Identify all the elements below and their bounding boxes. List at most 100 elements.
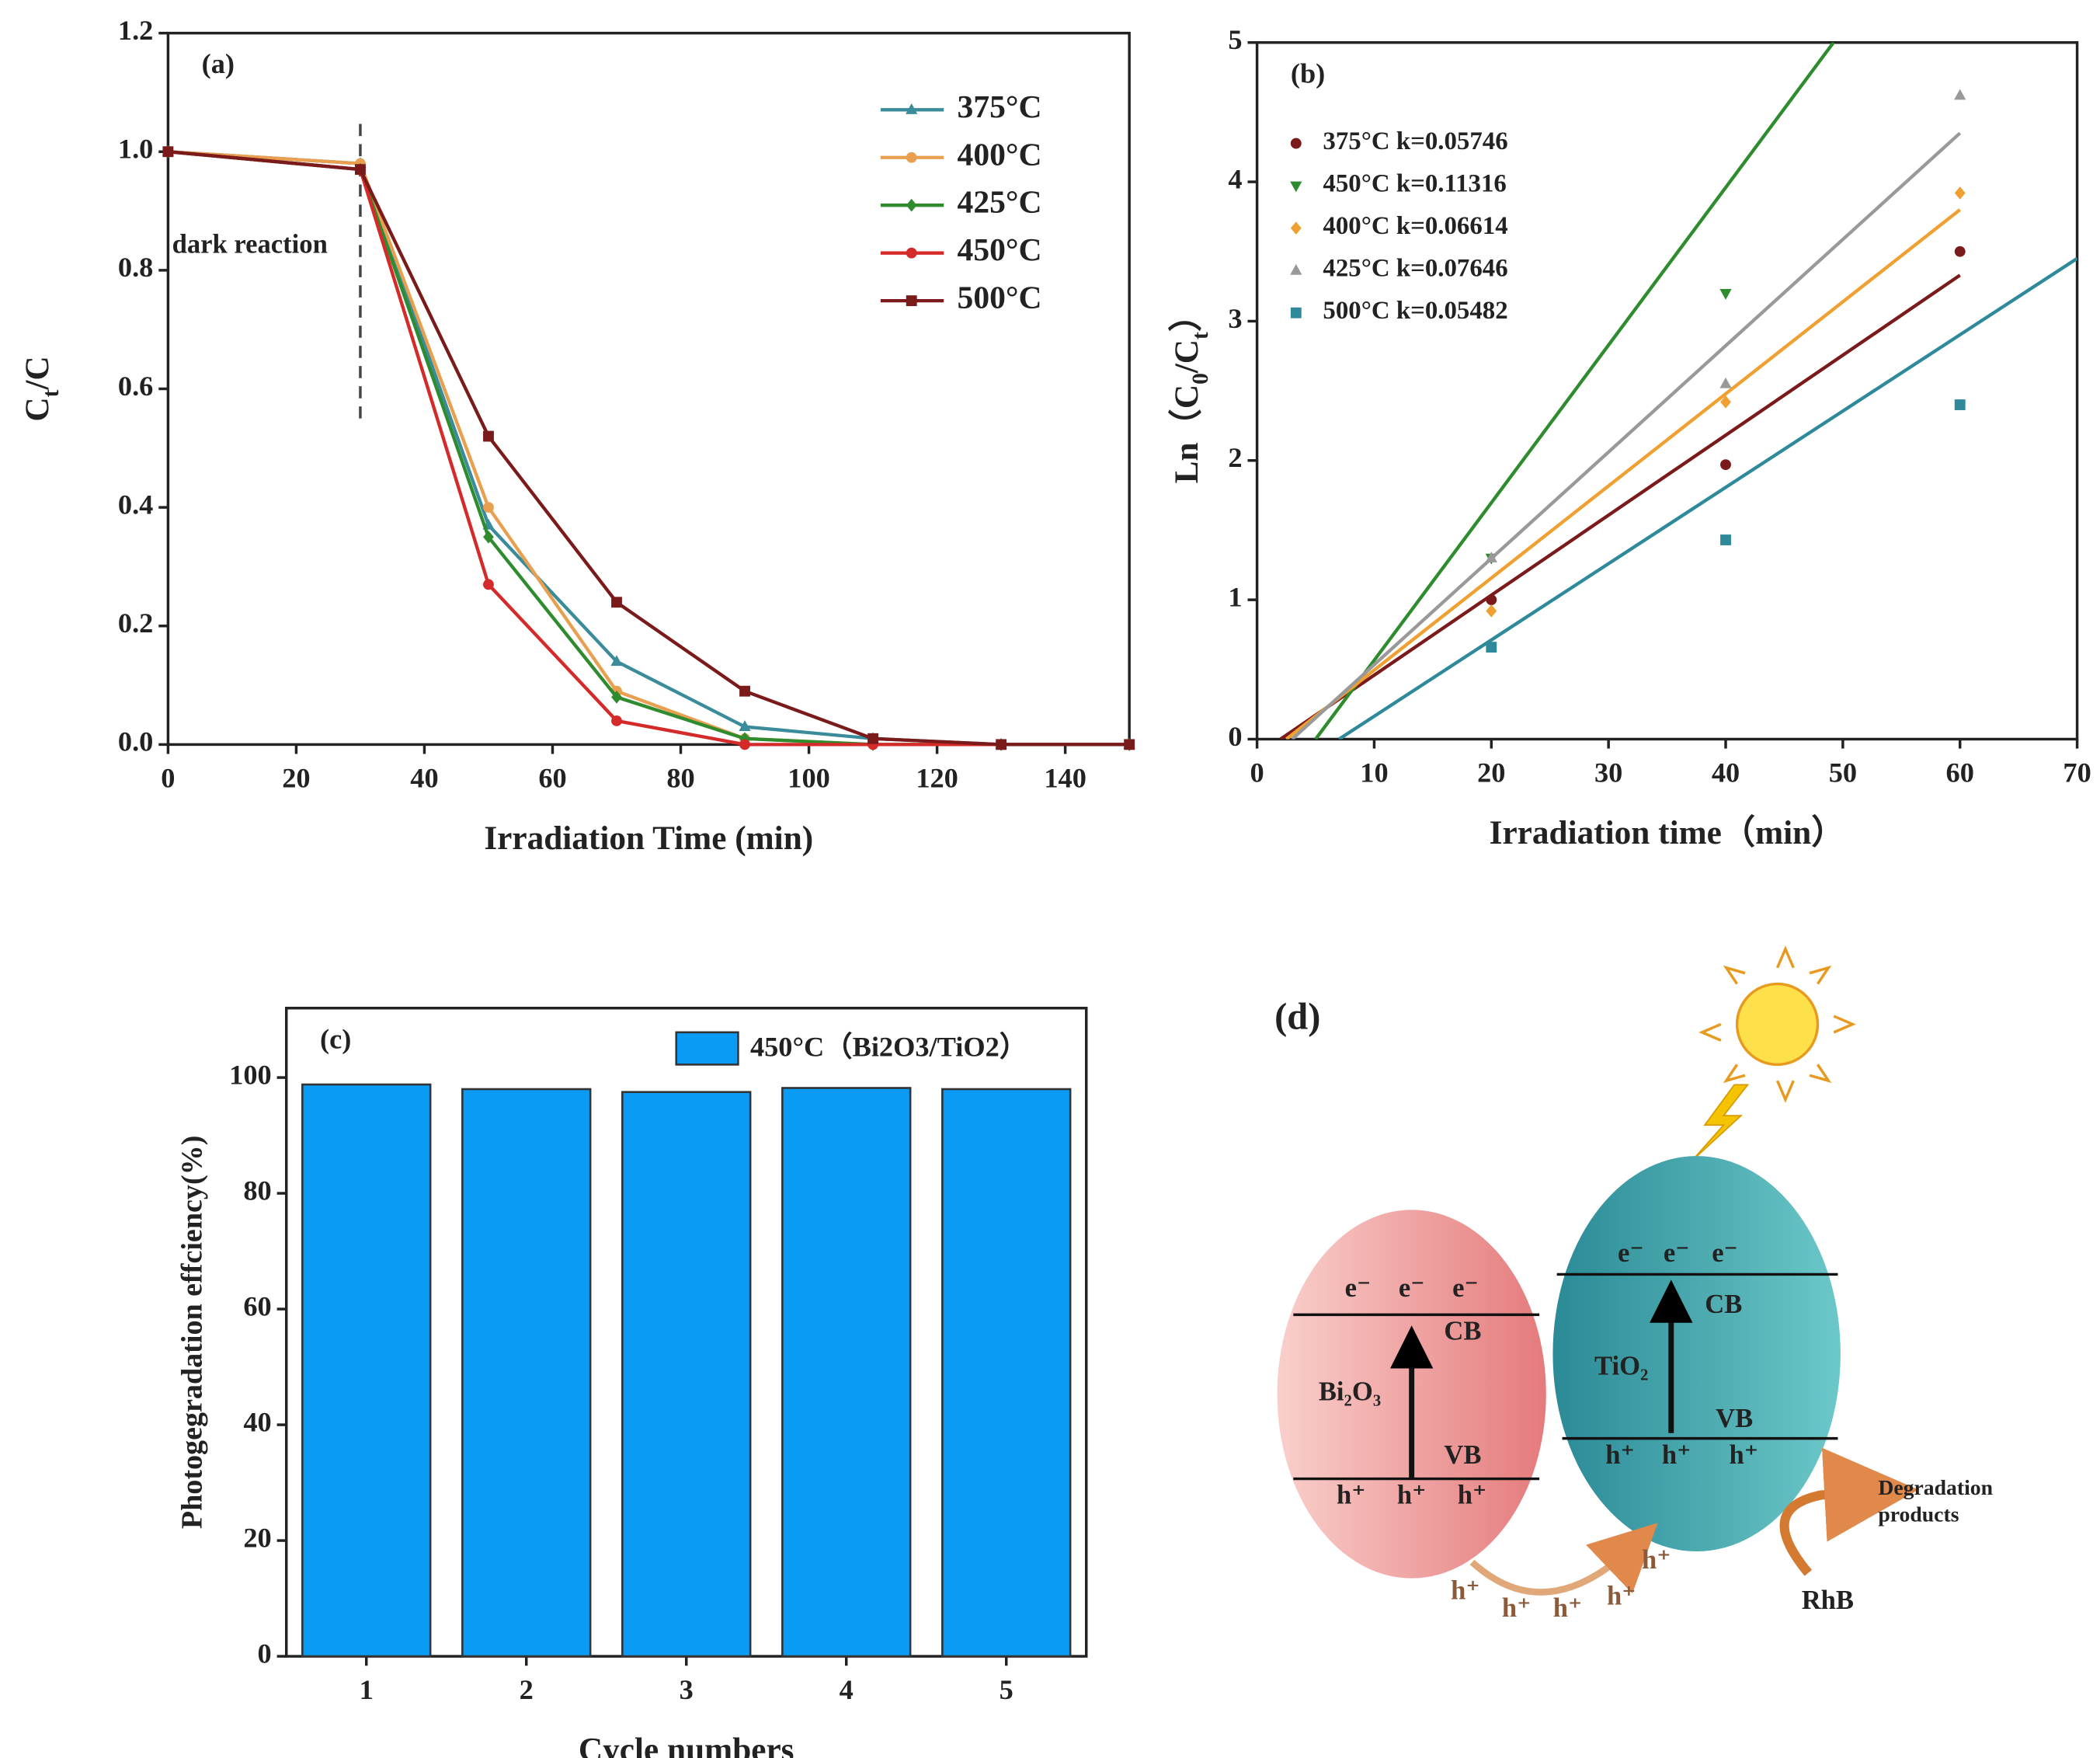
y-axis-title-part: C: [19, 397, 56, 421]
y-tick-label: 0.8: [118, 252, 153, 283]
x-tick-label: 20: [1477, 757, 1505, 788]
legend-marker: [1290, 307, 1302, 319]
x-tick-label: 120: [916, 762, 958, 793]
point: [739, 720, 751, 732]
y-tick-label: 2: [1228, 442, 1242, 473]
electron: e⁻: [1399, 1273, 1425, 1303]
diagram: (d) e⁻ e⁻ e⁻ CB Bi₂O₃ VB h⁺ h⁺ h⁺ e⁻ e⁻ …: [1274, 945, 1993, 1623]
panel-label: (a): [202, 48, 235, 79]
point: [1954, 245, 1966, 257]
y-tick-label: 60: [243, 1290, 271, 1321]
legend-swatch: [675, 1031, 739, 1066]
bar: [621, 1091, 752, 1658]
y-axis-title-part: t: [39, 389, 64, 397]
bar: [301, 1083, 432, 1658]
point: [739, 685, 750, 697]
point: [996, 739, 1007, 750]
point: [1485, 552, 1497, 562]
point: [611, 691, 622, 704]
point: [611, 715, 622, 726]
point: [483, 502, 494, 513]
legend-marker: [906, 247, 917, 259]
point: [1954, 399, 1966, 410]
y-axis-title-part: t: [1188, 332, 1213, 339]
tio2-particle: [1552, 1156, 1841, 1552]
bar: [781, 1087, 912, 1658]
x-tick-label: 70: [2063, 757, 2091, 788]
pollutant-label: RhB: [1802, 1586, 1854, 1615]
hole: h⁺: [1502, 1593, 1532, 1623]
material-label: Bi₂O₃: [1319, 1377, 1381, 1406]
plot-frame: [166, 31, 1131, 747]
products-label: Degradation: [1878, 1475, 1993, 1499]
electron: e⁻: [1664, 1238, 1690, 1268]
y-axis-title-part: /C: [1168, 339, 1205, 374]
legend-marker: [1290, 138, 1302, 149]
y-axis-title-part: 0: [1188, 373, 1213, 385]
legend-label: 450°C: [958, 231, 1042, 267]
point: [610, 655, 623, 667]
products-label: products: [1878, 1502, 1959, 1526]
x-tick-label: 4: [840, 1674, 854, 1705]
band-label: VB: [1716, 1404, 1753, 1433]
x-axis-title: Irradiation Time (min): [484, 820, 813, 857]
x-axis-title: Irradiation time（min）: [1490, 813, 1845, 851]
electron: e⁻: [1618, 1238, 1644, 1268]
fit-line: [1291, 131, 1962, 740]
legend-marker: [906, 198, 917, 212]
legend-label: 375°C k=0.05746: [1323, 127, 1507, 155]
legend-label: 425°C: [958, 184, 1042, 220]
y-tick-label: 20: [243, 1522, 271, 1553]
x-tick-label: 0: [161, 762, 175, 793]
x-tick-label: 50: [1829, 757, 1857, 788]
y-tick-label: 4: [1228, 163, 1242, 194]
electron: e⁻: [1712, 1238, 1738, 1268]
point: [1719, 377, 1732, 388]
y-tick-label: 5: [1228, 24, 1242, 55]
bar: [461, 1088, 592, 1658]
legend-label: 450°C（Bi2O3/TiO2）: [750, 1031, 1027, 1063]
y-axis-title-part: /C: [19, 356, 56, 390]
y-tick-label: 1.0: [118, 134, 153, 165]
x-tick-label: 100: [788, 762, 830, 793]
y-axis-title: Photogegradation effciency(%): [176, 1136, 209, 1530]
point: [1124, 739, 1135, 750]
point: [483, 430, 494, 442]
x-tick-label: 60: [1946, 757, 1974, 788]
x-tick-label: 60: [538, 762, 566, 793]
fit-line: [1279, 273, 1961, 740]
panel-label: (b): [1291, 57, 1325, 89]
y-tick-label: 0: [258, 1638, 272, 1669]
y-axis-title-part: Ln（C: [1167, 385, 1205, 483]
legend-marker: [906, 295, 917, 307]
legend-label: 400°C k=0.06614: [1323, 212, 1507, 240]
point: [162, 146, 174, 158]
electron: e⁻: [1345, 1273, 1372, 1303]
y-axis-title: Ln（C0/Ct）: [1167, 298, 1213, 483]
hole: h⁺: [1458, 1481, 1487, 1510]
y-axis-title: Ct/C: [19, 356, 64, 421]
y-tick-label: 40: [243, 1406, 271, 1437]
point: [1954, 186, 1966, 200]
legend-marker: [1290, 181, 1302, 193]
x-tick-label: 10: [1360, 757, 1388, 788]
legend-label: 425°C k=0.07646: [1323, 255, 1507, 283]
band-label: CB: [1444, 1317, 1481, 1346]
x-tick-label: 2: [520, 1674, 534, 1705]
y-tick-label: 0.0: [118, 726, 153, 757]
x-tick-label: 5: [1000, 1674, 1013, 1705]
annotation: dark reaction: [172, 229, 328, 259]
x-tick-label: 40: [1712, 757, 1740, 788]
x-tick-label: 30: [1594, 757, 1622, 788]
fit-line: [1285, 208, 1962, 740]
point: [1954, 89, 1966, 100]
x-tick-label: 80: [666, 762, 694, 793]
bar: [941, 1088, 1072, 1658]
y-tick-label: 0.6: [118, 371, 153, 402]
point: [1486, 604, 1497, 618]
hole: h⁺: [1337, 1481, 1366, 1510]
y-tick-label: 3: [1228, 303, 1242, 334]
panel-label: (c): [320, 1023, 351, 1054]
plot-frame: [1255, 41, 2079, 741]
